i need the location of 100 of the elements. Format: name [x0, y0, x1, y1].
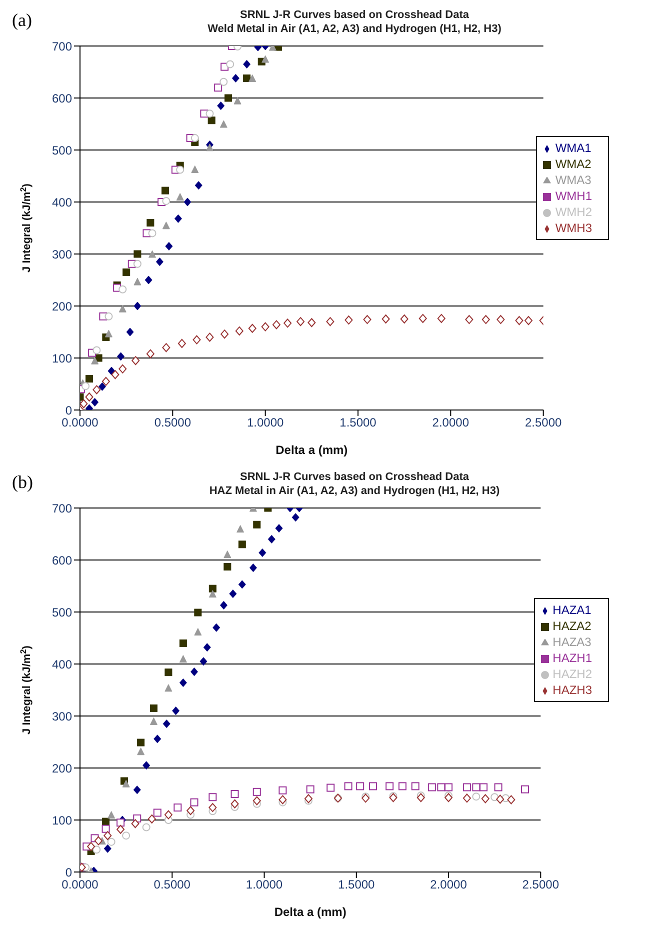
- point: [496, 794, 504, 804]
- point: [104, 844, 112, 853]
- point: [200, 657, 208, 666]
- point: [306, 785, 314, 794]
- point: [262, 55, 270, 63]
- point: [224, 94, 232, 102]
- point: [192, 335, 201, 344]
- y-tick-label: 200: [52, 761, 72, 776]
- point: [249, 564, 257, 572]
- point: [162, 343, 170, 352]
- point: [284, 318, 292, 328]
- legend-label: HAZA2: [552, 619, 592, 633]
- point: [444, 793, 453, 802]
- point: [482, 315, 490, 324]
- y-tick-label: 500: [52, 143, 72, 158]
- point: [278, 786, 287, 794]
- x-tick-label: 2.5000: [522, 878, 560, 892]
- chart-subtitle: Weld Metal in Air (A1, A2, A3) and Hydrogen (H1, H2, H3): [206, 22, 502, 36]
- point: [133, 260, 142, 268]
- point: [272, 320, 280, 330]
- y-tick-label: 300: [52, 247, 72, 262]
- y-tick-label: 700: [52, 501, 72, 516]
- point: [194, 181, 202, 190]
- point: [107, 838, 116, 846]
- chart-subtitle: HAZ Metal in Air (A1, A2, A3) and Hydrogen (H1, H2, H3): [208, 484, 501, 498]
- point: [122, 780, 130, 788]
- y-tick-label: 500: [52, 605, 72, 620]
- point: [437, 314, 446, 323]
- point: [235, 326, 244, 336]
- point: [146, 219, 154, 227]
- legend-label: HAZA1: [552, 603, 592, 617]
- point: [268, 534, 276, 544]
- point: [220, 120, 228, 128]
- x-tick-label: 1.0000: [246, 878, 283, 892]
- point: [162, 186, 169, 194]
- point: [400, 314, 408, 324]
- point: [224, 563, 232, 571]
- point: [278, 795, 287, 804]
- point: [363, 315, 372, 324]
- point: [206, 144, 214, 152]
- x-tick-label: 2.0000: [432, 416, 470, 430]
- point: [437, 783, 446, 792]
- point: [234, 96, 242, 104]
- point: [131, 819, 140, 828]
- point: [248, 324, 256, 333]
- point: [224, 550, 232, 558]
- point: [150, 704, 158, 712]
- point: [92, 346, 101, 354]
- point: [248, 74, 256, 82]
- point: [164, 810, 172, 820]
- legend-label: WMH3: [555, 221, 592, 235]
- point: [91, 398, 99, 406]
- x-tick-label: 0.5000: [154, 878, 191, 892]
- point: [411, 782, 420, 790]
- y-tick-label: 600: [52, 553, 72, 568]
- point: [104, 330, 112, 338]
- point: [444, 783, 453, 792]
- legend-label: WMA3: [555, 173, 592, 187]
- y-tick-label: 400: [52, 195, 72, 210]
- point: [507, 795, 516, 804]
- point: [80, 399, 88, 408]
- point: [102, 376, 110, 386]
- point: [418, 314, 427, 323]
- x-tick-label: 0.0000: [62, 878, 99, 892]
- point: [386, 782, 394, 790]
- legend-label: WMA1: [555, 141, 592, 155]
- point: [208, 584, 216, 592]
- point: [190, 668, 198, 676]
- y-tick-label: 100: [52, 813, 72, 828]
- point: [162, 720, 170, 728]
- point: [230, 799, 239, 808]
- point: [137, 748, 145, 756]
- x-tick-label: 1.5000: [340, 416, 377, 430]
- point: [243, 74, 251, 82]
- point: [472, 792, 480, 801]
- point: [133, 786, 141, 794]
- point: [146, 349, 154, 358]
- x-axis-title: Delta a (mm): [274, 905, 346, 919]
- point: [194, 608, 202, 616]
- x-tick-label: 2.5000: [524, 416, 562, 430]
- point: [104, 831, 112, 840]
- y-tick-label: 200: [52, 299, 72, 314]
- point: [275, 524, 283, 533]
- legend-label: HAZH2: [552, 667, 592, 681]
- point: [292, 513, 300, 522]
- point: [296, 317, 305, 326]
- point: [148, 250, 156, 258]
- point: [122, 832, 130, 840]
- point: [92, 385, 101, 394]
- point: [82, 382, 90, 390]
- point: [326, 317, 334, 326]
- text: (b): [12, 472, 33, 493]
- legend-label: WMH2: [555, 205, 592, 219]
- point: [208, 793, 217, 802]
- point: [148, 814, 156, 824]
- point: [132, 356, 140, 366]
- point: [179, 678, 187, 687]
- text: (a): [12, 10, 32, 31]
- point: [208, 590, 216, 598]
- point: [212, 623, 220, 632]
